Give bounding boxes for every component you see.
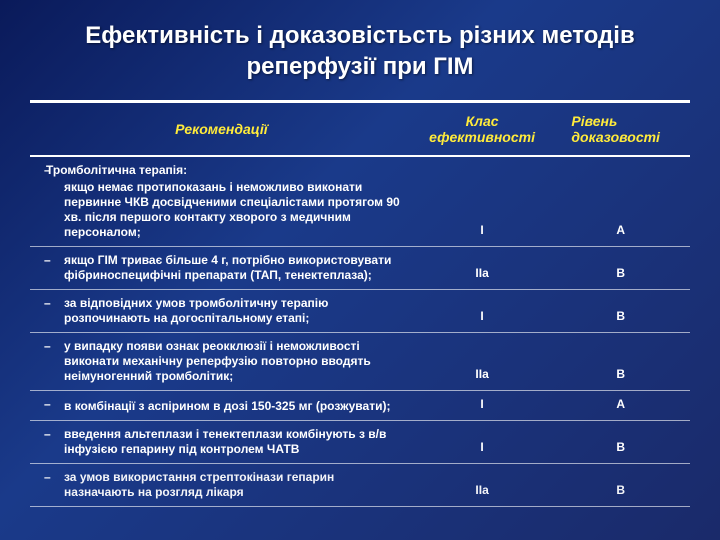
section-heading: Тромболітична терапія: bbox=[46, 163, 405, 178]
table-row: – за відповідних умов тромболітичну тера… bbox=[30, 290, 690, 333]
bullet-dash-icon: – bbox=[44, 397, 51, 412]
level-value: B bbox=[551, 333, 690, 391]
level-value: B bbox=[551, 247, 690, 290]
class-value: I bbox=[413, 421, 552, 464]
level-value: A bbox=[551, 391, 690, 421]
recommendation-text: якщо немає протипоказань і неможливо вик… bbox=[64, 180, 400, 239]
class-value: I bbox=[413, 156, 552, 247]
recommendation-text: за умов використання стрептокінази гепар… bbox=[64, 470, 334, 499]
column-header-level: Рівень доказовості bbox=[551, 102, 690, 157]
table-row: – введення альтеплази і тенектеплази ком… bbox=[30, 421, 690, 464]
level-value: B bbox=[551, 464, 690, 507]
bullet-dash-icon: – bbox=[44, 427, 51, 442]
bullet-dash-icon: – bbox=[44, 253, 51, 268]
bullet-dash-icon: – bbox=[44, 296, 51, 311]
level-value: A bbox=[551, 156, 690, 247]
slide-title: Ефективність і доказовістьсть різних мет… bbox=[30, 20, 690, 82]
recommendation-text: введення альтеплази і тенектеплази комбі… bbox=[64, 427, 386, 456]
column-header-class: Клас ефективності bbox=[413, 102, 552, 157]
bullet-dash-icon: – bbox=[44, 339, 51, 354]
table-row: Тромболітична терапія: – якщо немає прот… bbox=[30, 156, 690, 247]
recommendation-text: якщо ГІМ триває більше 4 г, потрібно вик… bbox=[64, 253, 391, 282]
bullet-dash-icon: – bbox=[44, 470, 51, 485]
class-value: IIa bbox=[413, 464, 552, 507]
class-value: IIa bbox=[413, 333, 552, 391]
recommendation-text: в комбінації з аспірином в дозі 150-325 … bbox=[64, 399, 390, 413]
column-header-recommendation: Рекомендації bbox=[30, 102, 413, 157]
bullet-dash-icon: – bbox=[44, 163, 51, 178]
recommendation-text: за відповідних умов тромболітичну терапі… bbox=[64, 296, 328, 325]
level-value: B bbox=[551, 290, 690, 333]
recommendation-text: у випадку появи ознак реокклюзії і немож… bbox=[64, 339, 371, 383]
table-row: – в комбінації з аспірином в дозі 150-32… bbox=[30, 391, 690, 421]
table-row: – якщо ГІМ триває більше 4 г, потрібно в… bbox=[30, 247, 690, 290]
class-value: IIa bbox=[413, 247, 552, 290]
table-row: – за умов використання стрептокінази геп… bbox=[30, 464, 690, 507]
table-row: – у випадку появи ознак реокклюзії і нем… bbox=[30, 333, 690, 391]
class-value: I bbox=[413, 391, 552, 421]
class-value: I bbox=[413, 290, 552, 333]
level-value: B bbox=[551, 421, 690, 464]
recommendations-table: Рекомендації Клас ефективності Рівень до… bbox=[30, 100, 690, 507]
